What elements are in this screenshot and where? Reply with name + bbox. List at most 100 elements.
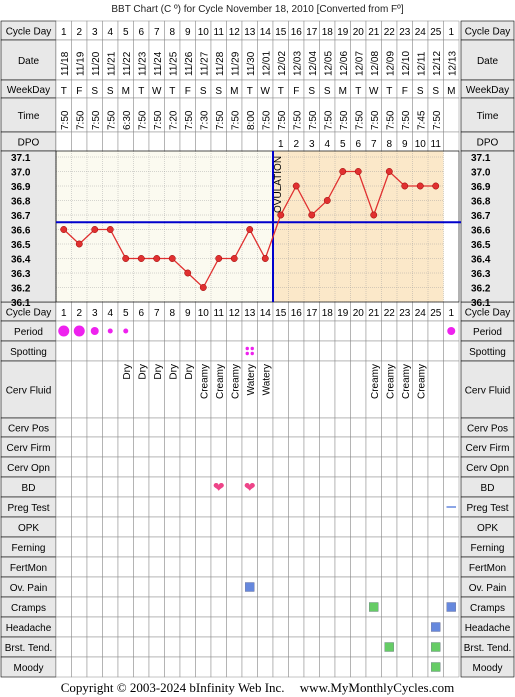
cell [396, 616, 413, 638]
cerv-fluid-label: Creamy [199, 364, 210, 399]
cell [148, 636, 165, 658]
time-label: 7:50 [339, 110, 350, 130]
weekday-label: T [169, 86, 175, 97]
cycle-day-bottom: 23 [399, 308, 411, 319]
cell [55, 596, 72, 618]
cycle-day-top: 23 [399, 27, 411, 38]
cycle-day-top: 25 [430, 27, 442, 38]
cell [272, 616, 289, 638]
row-label-right-text-ov_pain: Ov. Pain [469, 583, 507, 594]
cell [396, 340, 413, 362]
cerv-fluid-label: Watery [261, 364, 272, 395]
temperature-point [60, 226, 68, 233]
cell [319, 417, 336, 438]
period-dot [107, 328, 113, 334]
cell [412, 536, 429, 558]
cell [427, 536, 444, 558]
date-label: 11/25 [168, 51, 179, 76]
cell [86, 616, 103, 638]
cell [179, 340, 196, 362]
cell [319, 476, 336, 498]
y-tick-right: 36.7 [471, 211, 491, 222]
cycle-day-bottom: 2 [76, 308, 82, 319]
temperature-point [75, 240, 83, 248]
temperature-point [308, 211, 316, 219]
cell [102, 516, 119, 538]
cell [86, 576, 103, 598]
copyright-text: Copyright © 2003-2024 bInfinity Web Inc. [60, 680, 285, 695]
cell [412, 656, 429, 678]
weekday-label: T [355, 86, 361, 97]
site-link[interactable]: www.MyMonthlyCycles.com [299, 680, 455, 695]
cell [303, 516, 320, 538]
cell [365, 656, 382, 678]
time-label: 8:00 [246, 110, 257, 130]
time-label: 7:50 [153, 110, 164, 130]
cell [226, 496, 243, 518]
cerv-fluid-label: Dry [122, 364, 133, 380]
cell [241, 516, 258, 538]
time-label: 7:50 [385, 110, 396, 130]
cycle-day-top: 10 [198, 27, 210, 38]
spotting-dot [245, 351, 249, 356]
footer: Copyright © 2003-2024 bInfinity Web Inc.… [0, 678, 515, 697]
cell [427, 496, 444, 518]
cell [396, 556, 413, 578]
pre-ovulation-bg [56, 151, 273, 302]
cell [241, 417, 258, 438]
cell [241, 536, 258, 558]
cell [195, 616, 212, 638]
cell [241, 496, 258, 518]
cell [396, 596, 413, 618]
cell [427, 436, 444, 458]
cell [257, 417, 274, 438]
cell [257, 616, 274, 638]
cell [102, 576, 119, 598]
y-axis-left [0, 150, 57, 303]
cell [334, 340, 351, 362]
y-tick-left: 36.8 [11, 197, 31, 208]
cell [71, 536, 88, 558]
dpo-label: 3 [309, 139, 315, 150]
cell [86, 636, 103, 658]
cell [350, 360, 367, 419]
cell [443, 456, 460, 478]
row-label-right-date [460, 39, 515, 81]
cycle-day-bottom: 11 [214, 308, 225, 319]
cell [71, 496, 88, 518]
cell [303, 636, 320, 658]
cell [350, 596, 367, 618]
cell [71, 417, 88, 438]
cell [226, 516, 243, 538]
cell [412, 636, 429, 658]
cell [164, 536, 181, 558]
weekday-label: T [278, 86, 284, 97]
date-label: 12/13 [447, 51, 458, 76]
cell [288, 656, 305, 678]
row-label-right-text-moody: Moody [472, 663, 502, 674]
cell [443, 417, 460, 438]
cell [365, 536, 382, 558]
cell [303, 576, 320, 598]
cerv-fluid-label: Creamy [385, 364, 396, 399]
cell [195, 320, 212, 342]
cell [350, 476, 367, 498]
cell [288, 616, 305, 638]
cell [443, 616, 460, 638]
cell [86, 340, 103, 362]
cell [55, 417, 72, 438]
cell [133, 456, 150, 478]
cell [55, 131, 72, 152]
cell [179, 576, 196, 598]
cycle-day-top: 19 [337, 27, 349, 38]
cell [241, 436, 258, 458]
chart-frame [55, 150, 460, 303]
weekday-label: F [185, 86, 191, 97]
y-tick-left: 36.1 [11, 298, 31, 309]
cell [257, 456, 274, 478]
cycle-day-bottom: 5 [123, 308, 129, 319]
row-label-ferning: Ferning [12, 543, 46, 554]
cell [443, 576, 460, 598]
ov-pain-marker [245, 582, 255, 592]
cell [179, 320, 196, 342]
